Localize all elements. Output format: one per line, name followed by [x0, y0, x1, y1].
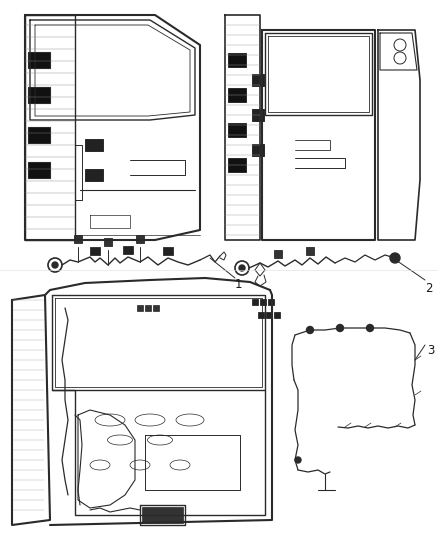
Bar	[28, 52, 50, 68]
Bar	[90, 247, 100, 255]
Bar	[28, 87, 50, 103]
Bar	[252, 109, 264, 121]
Bar	[153, 305, 159, 311]
Bar	[266, 312, 272, 318]
Text: 2: 2	[425, 282, 432, 295]
Bar	[228, 158, 246, 172]
Bar	[274, 250, 282, 258]
Circle shape	[307, 327, 314, 334]
Circle shape	[239, 265, 245, 271]
Bar	[137, 305, 143, 311]
Text: 1: 1	[235, 278, 243, 291]
Circle shape	[336, 325, 343, 332]
Bar	[85, 139, 103, 151]
Bar	[228, 88, 246, 102]
Bar	[228, 53, 246, 67]
Bar	[123, 246, 133, 254]
Bar	[228, 123, 246, 137]
Bar	[252, 74, 264, 86]
Bar	[145, 305, 151, 311]
Bar	[28, 162, 50, 178]
Bar	[274, 312, 280, 318]
Circle shape	[295, 457, 301, 463]
Bar	[252, 299, 258, 305]
Circle shape	[52, 262, 58, 268]
Bar	[104, 238, 112, 246]
Polygon shape	[142, 507, 183, 523]
Bar	[74, 235, 82, 243]
Bar	[136, 235, 144, 243]
Bar	[268, 299, 274, 305]
Circle shape	[367, 325, 374, 332]
Bar	[163, 247, 173, 255]
Bar	[258, 312, 264, 318]
Text: 3: 3	[427, 344, 434, 357]
Bar	[28, 127, 50, 143]
Bar	[306, 247, 314, 255]
Bar	[85, 169, 103, 181]
Bar	[260, 299, 266, 305]
Bar	[252, 144, 264, 156]
Circle shape	[390, 253, 400, 263]
